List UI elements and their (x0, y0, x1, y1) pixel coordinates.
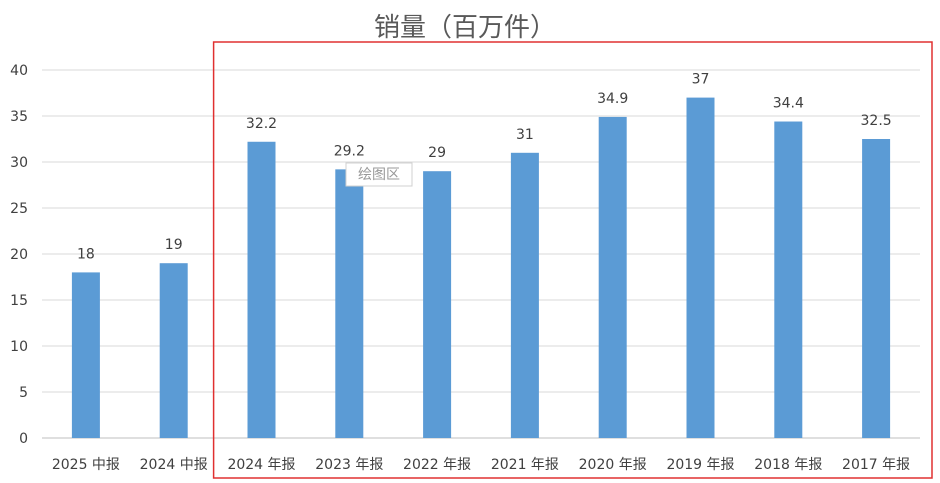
bar (159, 263, 188, 438)
data-label: 31 (516, 127, 534, 143)
data-label: 34.4 (773, 96, 804, 112)
x-tick-label: 2018 年报 (754, 457, 822, 473)
x-axis: 2025 中报 2024 中报 2024 年报 2023 年报 2022 年报 2021 … (52, 457, 910, 473)
y-tick-label: 40 (10, 63, 28, 79)
data-label: 19 (165, 237, 183, 253)
x-tick-label: 2020 年报 (579, 457, 647, 473)
bar (862, 139, 891, 438)
x-tick-label: 2023 年报 (315, 457, 383, 473)
chart-title: 销量（百万件） (374, 13, 556, 43)
data-label: 29 (428, 145, 446, 161)
x-tick-label: 2022 年报 (403, 457, 471, 473)
highlight-box (212, 41, 933, 479)
data-labels: 18 19 32.2 29.2 29 31 34.9 37 34.4 32.5 (77, 72, 892, 263)
bar (335, 169, 364, 439)
y-tick-label: 10 (10, 339, 28, 355)
bar (510, 152, 539, 439)
x-tick-label: 2021 年报 (491, 457, 559, 473)
bar (598, 116, 627, 439)
x-tick-label: 2024 中报 (140, 457, 208, 473)
plot-area-tooltip-text: 绘图区 (358, 167, 400, 183)
y-tick-label: 30 (10, 155, 28, 171)
bar (686, 97, 715, 438)
y-tick-label: 35 (10, 109, 28, 125)
gridlines (42, 69, 920, 439)
y-tick-label: 0 (19, 431, 28, 447)
x-tick-label: 2024 年报 (227, 457, 295, 473)
data-label: 34.9 (597, 91, 628, 107)
y-tick-label: 25 (10, 201, 28, 217)
y-tick-label: 5 (19, 385, 28, 401)
bar (774, 121, 803, 439)
plot-area-tooltip: 绘图区 (345, 162, 413, 187)
y-tick-label: 15 (10, 293, 28, 309)
y-tick-label: 20 (10, 247, 28, 263)
x-tick-label: 2025 中报 (52, 457, 120, 473)
bars (71, 97, 891, 439)
y-axis: 0 5 10 15 20 25 30 35 40 (10, 63, 28, 447)
data-label: 18 (77, 246, 95, 262)
data-label: 32.5 (861, 113, 892, 129)
bar (423, 171, 452, 438)
x-tick-label: 2019 年报 (666, 457, 734, 473)
bar (71, 272, 100, 438)
data-label: 37 (692, 72, 710, 88)
x-tick-label: 2017 年报 (842, 457, 910, 473)
data-label: 32.2 (246, 116, 277, 132)
bar (247, 141, 276, 438)
data-label: 29.2 (334, 143, 365, 159)
